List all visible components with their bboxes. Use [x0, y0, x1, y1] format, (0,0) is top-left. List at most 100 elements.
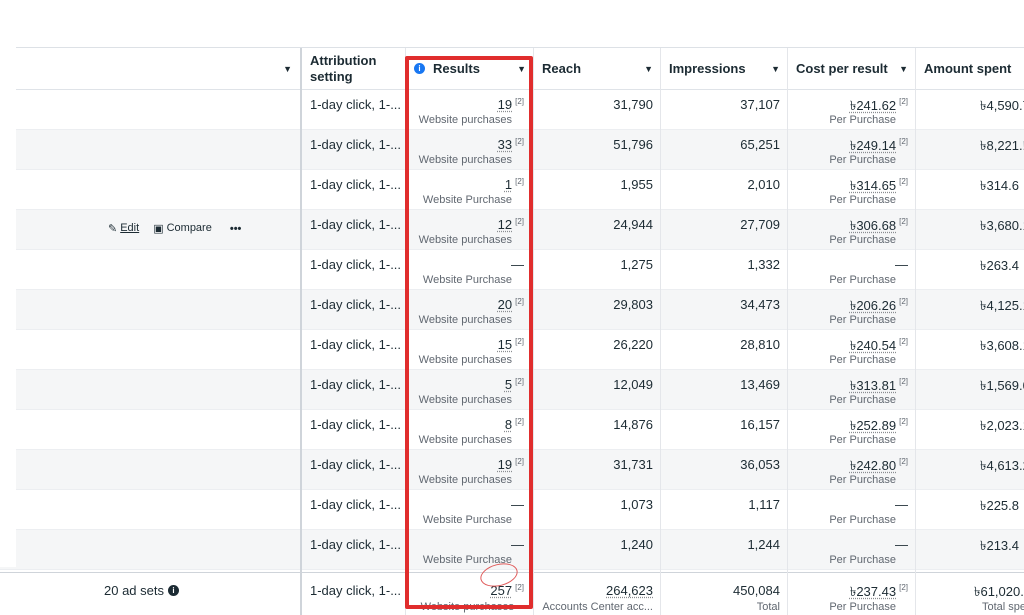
results-value[interactable]: 19 [2]	[498, 97, 524, 112]
results-number[interactable]: 33	[497, 137, 513, 152]
column-divider[interactable]	[787, 48, 788, 615]
total-results-value[interactable]: 257 [2]	[490, 583, 524, 598]
column-divider[interactable]	[660, 48, 661, 615]
cost-number[interactable]: ৳240.54	[849, 338, 897, 353]
cost-per-result-value[interactable]: —	[895, 497, 908, 512]
total-reach-value[interactable]: 264,623	[606, 583, 653, 598]
chevron-down-icon[interactable]: ▼	[644, 63, 653, 74]
cost-number[interactable]: —	[895, 257, 908, 272]
cost-per-result-value[interactable]: —	[895, 537, 908, 552]
cost-per-result-value[interactable]: —	[895, 257, 908, 272]
table-row[interactable]: 1-day click, 1-... — Website Purchase 1,240…	[0, 530, 1024, 570]
total-cost-number[interactable]: ৳237.43	[849, 584, 897, 599]
cost-number[interactable]: ৳252.89	[849, 418, 897, 433]
results-value[interactable]: 15 [2]	[498, 337, 524, 352]
cost-per-result-value[interactable]: ৳241.62 [2]	[850, 97, 908, 118]
cost-number[interactable]: ৳249.14	[849, 138, 897, 153]
total-cost-per-result-value[interactable]: ৳237.43 [2]	[850, 583, 908, 604]
amount-spent-cell: ৳4,590.7	[916, 90, 1024, 130]
results-number[interactable]: 19	[497, 97, 513, 112]
info-icon[interactable]: i	[414, 63, 425, 74]
header-name-column[interactable]: ▼	[16, 48, 300, 90]
top-bar	[0, 0, 1024, 48]
cost-per-result-value[interactable]: ৳313.81 [2]	[850, 377, 908, 398]
cost-per-result-value[interactable]: ৳249.14 [2]	[850, 137, 908, 158]
cost-number[interactable]: ৳306.68	[849, 218, 897, 233]
table-row[interactable]: 1-day click, 1-... 15 [2] Website purchases…	[0, 330, 1024, 370]
chevron-down-icon[interactable]: ▼	[771, 63, 780, 74]
edit-link[interactable]: Edit	[120, 222, 140, 234]
column-divider[interactable]	[915, 48, 916, 615]
cost-per-result-value[interactable]: ৳314.65 [2]	[850, 177, 908, 198]
pencil-icon[interactable]: ✎	[108, 223, 118, 235]
cost-per-result-value[interactable]: ৳206.26 [2]	[850, 297, 908, 318]
table-row[interactable]: 1-day click, 1-... 33 [2] Website purchases…	[0, 130, 1024, 170]
table-row[interactable]: 1-day click, 1-... — Website Purchase 1,073…	[0, 490, 1024, 530]
table-row[interactable]: 1-day click, 1-... 8 [2] Website purchases 1…	[0, 410, 1024, 450]
compare-icon[interactable]: ▣	[153, 223, 164, 235]
results-number[interactable]: —	[511, 257, 524, 272]
results-number[interactable]: 19	[497, 457, 513, 472]
reach-value: 24,944	[613, 217, 653, 232]
results-value[interactable]: 20 [2]	[498, 297, 524, 312]
more-options-button[interactable]: •••	[229, 222, 242, 235]
amount-spent-cell: ৳314.6	[916, 170, 1024, 210]
cost-number[interactable]: ৳242.80	[849, 458, 897, 473]
table-row[interactable]: 1-day click, 1-... 5 [2] Website purchases 1…	[0, 370, 1024, 410]
header-reach[interactable]: Reach ▼	[534, 48, 661, 90]
cost-per-result-value[interactable]: ৳240.54 [2]	[850, 337, 908, 358]
cost-type-label: Per Purchase	[829, 354, 896, 366]
results-value[interactable]: 8 [2]	[505, 417, 524, 432]
results-number[interactable]: 12	[497, 217, 513, 232]
chevron-down-icon[interactable]: ▼	[517, 63, 526, 74]
cost-number[interactable]: ৳314.65	[849, 178, 897, 193]
table-row[interactable]: 1-day click, 1-... 20 [2] Website purchases…	[0, 290, 1024, 330]
cost-number[interactable]: —	[895, 537, 908, 552]
table-row[interactable]: 1-day click, 1-... — Website Purchase 1,275…	[0, 250, 1024, 290]
cost-per-result-value[interactable]: ৳242.80 [2]	[850, 457, 908, 478]
compare-link[interactable]: Compare	[166, 222, 212, 234]
cost-per-result-value[interactable]: ৳306.68 [2]	[850, 217, 908, 238]
results-number[interactable]: —	[511, 497, 524, 512]
amount-spent-value: ৳225.8	[980, 498, 1020, 513]
results-number[interactable]: 5	[504, 377, 513, 392]
cost-number[interactable]: ৳241.62	[849, 98, 897, 113]
results-number[interactable]: 8	[504, 417, 513, 432]
results-value[interactable]: 19 [2]	[498, 457, 524, 472]
results-number[interactable]: 1	[504, 177, 513, 192]
footnote-marker: [2]	[899, 297, 908, 306]
results-value[interactable]: —	[511, 537, 524, 552]
total-results-number[interactable]: 257	[490, 583, 513, 598]
chevron-down-icon[interactable]: ▼	[899, 63, 908, 74]
chevron-down-icon[interactable]: ▼	[283, 63, 292, 74]
cost-per-result-cell: ৳252.89 [2] Per Purchase	[788, 410, 916, 450]
table-row[interactable]: 1-day click, 1-... 19 [2] Website purchases…	[0, 450, 1024, 490]
results-value[interactable]: 12 [2]	[498, 217, 524, 232]
results-value[interactable]: —	[511, 497, 524, 512]
cost-number[interactable]: ৳206.26	[849, 298, 897, 313]
header-results[interactable]: i Results ▼	[406, 48, 534, 90]
compare-action[interactable]: ▣ Compare	[153, 222, 212, 235]
edit-action[interactable]: ✎ Edit	[108, 222, 139, 235]
cost-number[interactable]: —	[895, 497, 908, 512]
results-value[interactable]: 1 [2]	[505, 177, 524, 192]
table-row[interactable]: 1-day click, 1-... 1 [2] Website Purchase 1,…	[0, 170, 1024, 210]
results-value[interactable]: —	[511, 257, 524, 272]
table-row[interactable]: 1-day click, 1-... 19 [2] Website purchases…	[0, 90, 1024, 130]
header-amount-spent[interactable]: Amount spent	[916, 48, 1024, 90]
results-number[interactable]: 20	[497, 297, 513, 312]
cost-per-result-value[interactable]: ৳252.89 [2]	[850, 417, 908, 438]
header-cost-per-result[interactable]: Cost per result ▼	[788, 48, 916, 90]
results-value[interactable]: 33 [2]	[498, 137, 524, 152]
results-number[interactable]: —	[511, 537, 524, 552]
column-divider[interactable]	[405, 48, 406, 615]
results-number[interactable]: 15	[497, 337, 513, 352]
header-attribution-setting[interactable]: Attribution setting	[302, 48, 406, 90]
info-icon[interactable]: i	[168, 585, 179, 596]
header-impressions[interactable]: Impressions ▼	[661, 48, 788, 90]
column-divider[interactable]	[300, 48, 302, 615]
cost-number[interactable]: ৳313.81	[849, 378, 897, 393]
table-row[interactable]: ✎ Edit ▣ Compare ••• 1-day click, 1-... 12 [2] W…	[0, 210, 1024, 250]
results-value[interactable]: 5 [2]	[505, 377, 524, 392]
column-divider[interactable]	[533, 48, 534, 615]
